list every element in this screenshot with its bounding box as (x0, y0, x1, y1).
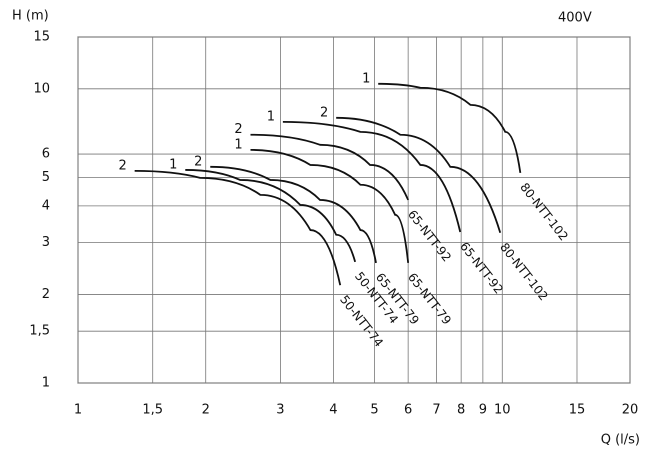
curve-name: 80-NTT-102 (517, 180, 571, 243)
curve-number: 1 (267, 109, 275, 124)
x-tick-label: 15 (569, 403, 586, 418)
curve-number: 1 (169, 157, 177, 172)
x-tick-label: 10 (494, 403, 511, 418)
x-tick-label: 1,5 (142, 403, 163, 418)
pump-curve (134, 169, 342, 286)
x-tick-label: 2 (202, 403, 210, 418)
x-tick-label: 8 (457, 403, 465, 418)
x-tick-label: 20 (622, 403, 639, 418)
x-tick-label: 9 (479, 403, 487, 418)
x-axis-label: Q (l/s) (601, 433, 640, 448)
curve-number: 1 (362, 71, 370, 86)
pump-curve (336, 116, 502, 234)
pump-curve (210, 165, 377, 264)
y-tick-label: 10 (33, 81, 50, 96)
pump-curve (378, 82, 522, 173)
pump-curve (282, 120, 462, 233)
y-tick-label: 3 (42, 235, 50, 250)
y-tick-label: 6 (42, 147, 50, 162)
y-tick-label: 5 (42, 170, 50, 185)
x-tick-label: 6 (404, 403, 412, 418)
y-tick-label: 2 (42, 287, 50, 302)
curve-number: 2 (119, 158, 127, 173)
y-tick-label: 1,5 (29, 324, 50, 339)
x-tick-label: 3 (276, 403, 284, 418)
curve-number: 2 (320, 105, 328, 120)
y-tick-label: 15 (33, 30, 50, 45)
curve-number: 2 (194, 154, 202, 169)
pump-curve (250, 133, 409, 201)
pump-curve (185, 169, 357, 263)
curve-name: 80-NTT-102 (497, 240, 551, 303)
y-tick-label: 1 (42, 376, 50, 391)
x-tick-label: 5 (370, 403, 378, 418)
curve-number: 1 (234, 137, 242, 152)
x-tick-label: 4 (329, 403, 337, 418)
y-tick-label: 4 (42, 198, 50, 213)
curve-number: 2 (234, 122, 242, 137)
pump-curve (250, 148, 410, 263)
x-tick-label: 7 (432, 403, 440, 418)
curve-name: 65-NTT-92 (405, 207, 454, 264)
y-axis-label: H (m) (12, 9, 49, 24)
x-tick-label: 1 (74, 403, 82, 418)
annotation: 400V (558, 11, 592, 26)
